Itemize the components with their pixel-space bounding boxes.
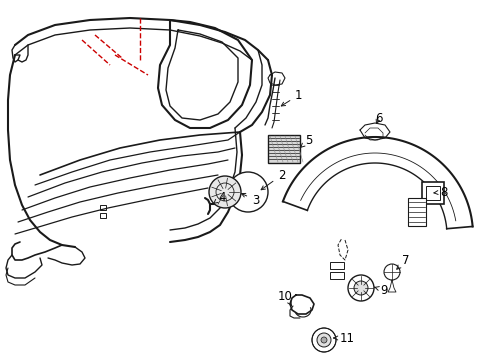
Text: 8: 8 xyxy=(433,185,447,198)
Text: 5: 5 xyxy=(300,134,312,148)
Bar xyxy=(329,262,343,269)
Bar xyxy=(329,272,343,279)
Text: 11: 11 xyxy=(333,332,354,345)
Bar xyxy=(425,186,439,200)
Text: 3: 3 xyxy=(241,193,259,207)
Circle shape xyxy=(353,281,367,295)
Ellipse shape xyxy=(208,176,241,208)
Circle shape xyxy=(347,275,373,301)
Text: 10: 10 xyxy=(278,289,292,305)
Text: 4: 4 xyxy=(213,190,225,204)
Text: 6: 6 xyxy=(374,112,382,125)
Text: 2: 2 xyxy=(261,168,285,190)
Bar xyxy=(100,213,106,218)
Circle shape xyxy=(383,264,399,280)
Ellipse shape xyxy=(227,172,267,212)
Text: 1: 1 xyxy=(281,89,302,106)
Circle shape xyxy=(320,337,326,343)
Circle shape xyxy=(316,333,330,347)
Circle shape xyxy=(311,328,335,352)
Bar xyxy=(407,198,425,226)
Bar xyxy=(267,135,299,163)
Bar xyxy=(100,205,106,210)
Text: 9: 9 xyxy=(374,284,386,297)
Bar xyxy=(421,182,443,204)
Text: 7: 7 xyxy=(396,253,408,269)
